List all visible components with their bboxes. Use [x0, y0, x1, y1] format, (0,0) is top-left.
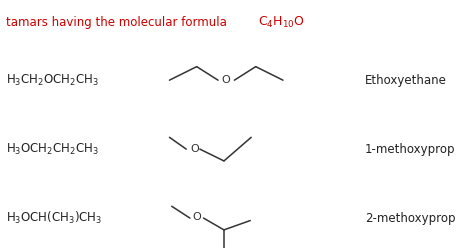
- Text: Ethoxyethane: Ethoxyethane: [365, 74, 447, 87]
- Text: $\mathregular{H_3OCH_2CH_2CH_3}$: $\mathregular{H_3OCH_2CH_2CH_3}$: [6, 142, 99, 157]
- Text: 1-methoxyprop: 1-methoxyprop: [365, 143, 455, 156]
- Text: O: O: [190, 144, 199, 154]
- Text: $\mathregular{H_3OCH(CH_3)CH_3}$: $\mathregular{H_3OCH(CH_3)CH_3}$: [6, 210, 102, 226]
- Text: $\mathregular{C_4H_{10}O}$: $\mathregular{C_4H_{10}O}$: [258, 15, 305, 30]
- Text: O: O: [222, 75, 230, 85]
- Text: 2-methoxyprop: 2-methoxyprop: [365, 212, 455, 225]
- Text: O: O: [192, 212, 201, 222]
- Text: tamars having the molecular formula: tamars having the molecular formula: [6, 16, 234, 29]
- Text: $\mathregular{H_3CH_2OCH_2CH_3}$: $\mathregular{H_3CH_2OCH_2CH_3}$: [6, 73, 99, 88]
